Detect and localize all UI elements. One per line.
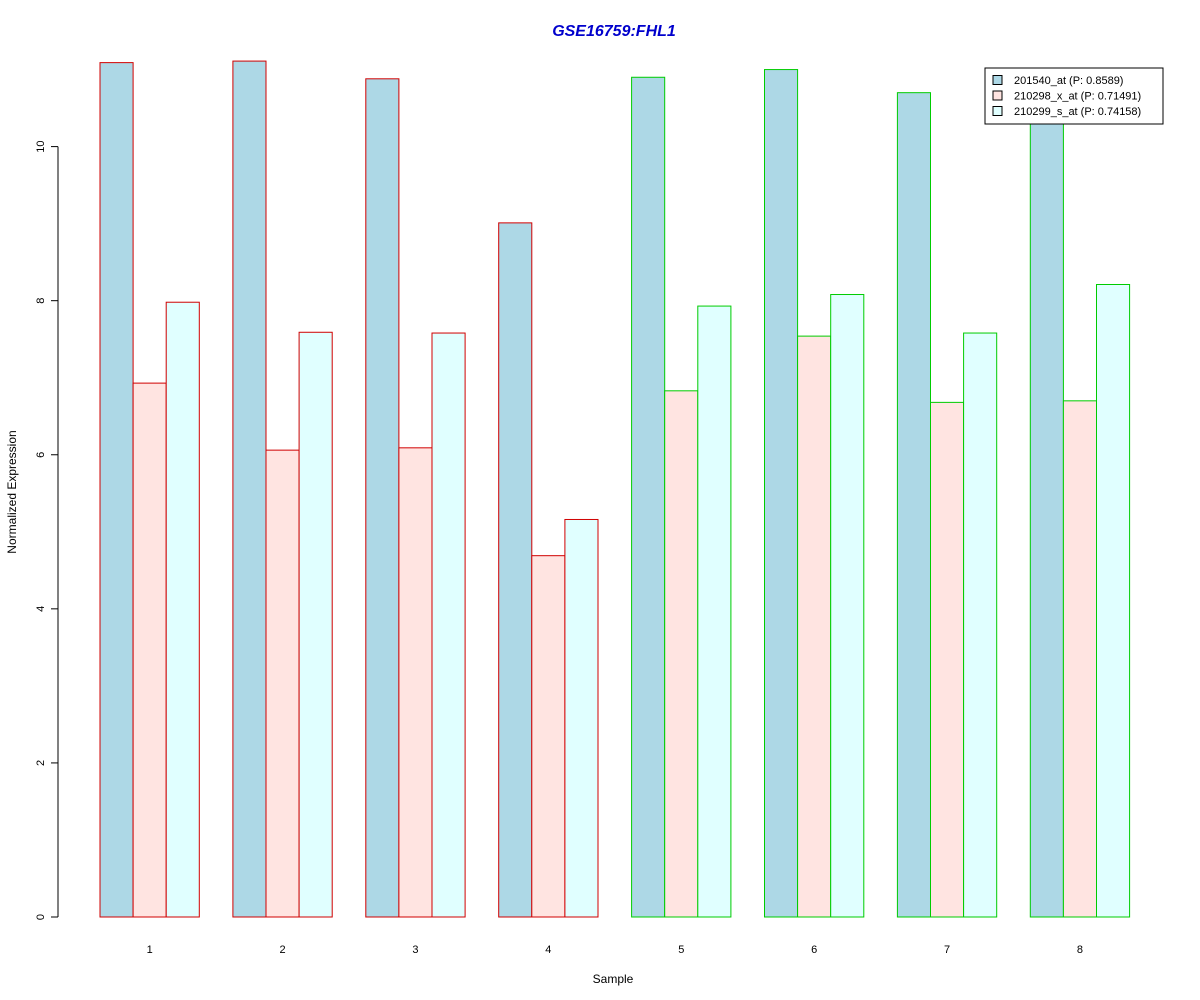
y-tick-label-1: 2 (35, 760, 47, 766)
legend-label-1: 201540_at (P: 0.8589) (1014, 75, 1123, 87)
legend-swatch-3 (992, 106, 1003, 116)
bar-sample-7-series-3 (963, 332, 998, 918)
y-tick-label-2: 4 (35, 606, 47, 612)
bar-sample-3-series-3 (431, 332, 466, 918)
bars-group (99, 60, 1131, 918)
y-tick-label-3: 6 (35, 452, 47, 458)
bar-sample-5-series-3 (697, 305, 732, 918)
bar-sample-8-series-1 (1029, 119, 1064, 918)
x-tick-label-3: 3 (412, 944, 418, 956)
legend-swatch-2 (992, 90, 1003, 101)
x-tick-label-8: 8 (1077, 944, 1083, 956)
bar-sample-3-series-1 (365, 78, 400, 918)
x-tick-label-2: 2 (279, 944, 285, 956)
y-axis-label: Normalized Expression (5, 430, 19, 553)
legend-label-3: 210299_s_at (P: 0.74158) (1014, 106, 1141, 118)
x-tick-label-5: 5 (678, 944, 684, 956)
bar-sample-4-series-1 (498, 222, 533, 918)
x-axis-tick-labels: 1 2 3 4 5 6 7 8 (147, 944, 1083, 956)
y-axis-ticks: 0 2 4 6 8 10 (35, 140, 58, 920)
x-tick-label-6: 6 (811, 944, 817, 956)
bar-sample-7-series-1 (896, 92, 932, 918)
bar-sample-8-series-3 (1096, 284, 1131, 918)
x-axis-label: Sample (593, 972, 634, 986)
legend-label-2: 210298_x_at (P: 0.71491) (1014, 91, 1141, 103)
bar-sample-7-series-2 (930, 401, 965, 918)
bar-sample-1-series-2 (132, 382, 167, 918)
bar-sample-1-series-3 (165, 301, 200, 918)
x-tick-label-4: 4 (545, 944, 551, 956)
bar-sample-4-series-2 (531, 555, 566, 918)
legend: 201540_at (P: 0.8589) 210298_x_at (P: 0.7… (984, 67, 1164, 125)
bar-sample-6-series-1 (764, 69, 799, 918)
bar-sample-2-series-1 (232, 60, 267, 918)
bar-sample-2-series-3 (298, 331, 333, 918)
bar-sample-8-series-2 (1062, 400, 1098, 918)
bar-sample-4-series-3 (564, 518, 599, 918)
legend-swatch-1 (992, 75, 1003, 85)
y-tick-label-4: 8 (35, 298, 47, 304)
x-tick-label-7: 7 (944, 944, 950, 956)
bar-sample-3-series-2 (398, 447, 433, 918)
legend-box (984, 67, 1164, 125)
bar-sample-5-series-2 (664, 390, 699, 918)
bar-sample-6-series-2 (797, 335, 832, 918)
bar-sample-5-series-1 (631, 76, 666, 918)
y-tick-label-0: 0 (35, 914, 47, 920)
bar-sample-1-series-1 (99, 62, 134, 918)
y-tick-label-5: 10 (35, 140, 47, 152)
x-tick-label-1: 1 (147, 944, 153, 956)
bar-sample-6-series-3 (830, 294, 865, 918)
bar-sample-2-series-2 (265, 449, 300, 918)
chart-title: GSE16759:FHL1 (552, 23, 676, 40)
